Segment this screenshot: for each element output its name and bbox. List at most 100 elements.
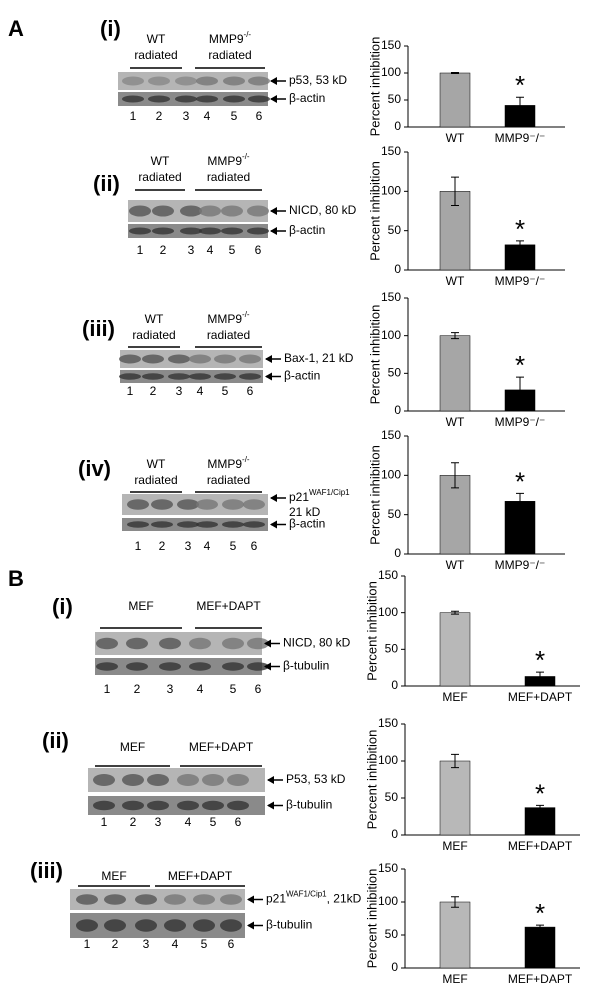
blot-band	[189, 354, 211, 364]
blot-band	[220, 894, 242, 905]
blot-band	[221, 227, 243, 235]
label-main: NICD, 80 kD	[283, 636, 351, 650]
y-tick-label: 100	[378, 894, 398, 908]
label-main: MMP9	[207, 457, 242, 471]
y-tick-label: 100	[381, 328, 401, 342]
arrow-head	[267, 776, 274, 784]
label: WT	[147, 32, 166, 46]
x-tick-label: MMP9⁻/⁻	[495, 274, 546, 288]
blot-band	[135, 919, 157, 932]
lane-number: 5	[222, 384, 229, 398]
x-tick-label: MMP9⁻/⁻	[495, 131, 546, 145]
blot-band	[202, 800, 224, 811]
label: WT	[151, 154, 170, 168]
blot-strip	[70, 913, 245, 938]
group-label: radiated	[134, 473, 177, 487]
lane-number: 3	[167, 682, 174, 696]
blot-band	[247, 662, 269, 671]
blot-band	[247, 637, 269, 650]
lane-number: 4	[185, 815, 192, 829]
y-tick-label: 150	[378, 861, 398, 875]
lane-number: 6	[251, 539, 258, 553]
y-tick-label: 0	[394, 403, 401, 417]
bar	[439, 901, 471, 969]
blot-band	[168, 373, 190, 380]
lane-number: 6	[235, 815, 242, 829]
label: WT	[147, 457, 166, 471]
error-bar	[451, 753, 459, 769]
blot-band	[247, 205, 269, 217]
blot-band	[247, 227, 269, 235]
blot-band	[177, 521, 199, 528]
arrow-head	[267, 801, 274, 810]
blot-band	[175, 76, 197, 86]
blot-strip	[88, 796, 265, 815]
label-sup: -/-	[242, 152, 250, 161]
x-tick-label: MEF+DAPT	[508, 972, 573, 986]
y-axis-label: Percent inhibition	[364, 869, 379, 969]
error-bar	[516, 492, 524, 510]
blot-band	[199, 205, 221, 217]
blot-band	[127, 499, 149, 510]
lane-number: 1	[137, 243, 144, 257]
blot-band	[193, 894, 215, 905]
lane-number: 6	[247, 384, 254, 398]
lane-number: 6	[228, 937, 235, 951]
blot-band	[127, 521, 149, 528]
label-sup: WAF1/Cip1	[309, 488, 350, 497]
y-tick-label: 100	[378, 605, 398, 619]
label: Bax-1, 21 kD	[284, 351, 354, 365]
label-main: WT	[147, 32, 166, 46]
y-tick-label: 150	[381, 38, 401, 52]
label-main: MEF	[128, 599, 153, 613]
blot-band	[151, 499, 173, 510]
blot-band	[227, 800, 249, 811]
arrow-head	[270, 95, 277, 103]
y-tick-label: 0	[391, 678, 398, 692]
label: MEF	[120, 740, 145, 754]
blot-band	[159, 662, 181, 671]
lane-number: 1	[101, 815, 108, 829]
label-main: MEF+DAPT	[168, 869, 233, 883]
blot-band	[196, 95, 218, 103]
label: MMP9-/-	[207, 310, 250, 326]
y-axis-label: Percent inhibition	[367, 37, 382, 137]
arrow-head	[270, 494, 277, 502]
blot-band	[152, 205, 174, 217]
lane-number: 2	[160, 243, 167, 257]
label: MMP9-/-	[209, 30, 252, 46]
y-tick-label: 0	[391, 960, 398, 974]
annotation: *	[535, 898, 545, 928]
error-bar	[536, 924, 544, 930]
blot-band	[193, 919, 215, 932]
error-bar	[536, 671, 544, 682]
y-tick-label: 50	[388, 366, 402, 380]
group-label: radiated	[207, 328, 250, 342]
blot-label: (iii)	[30, 858, 63, 883]
label: MEF+DAPT	[196, 599, 261, 613]
label: β-tubulin	[266, 918, 312, 932]
label-main: MEF+DAPT	[189, 740, 254, 754]
blot-band	[96, 637, 118, 650]
lane-number: 3	[143, 937, 150, 951]
y-tick-label: 0	[391, 827, 398, 841]
y-tick-label: 50	[388, 507, 402, 521]
lane-number: 3	[155, 815, 162, 829]
blot-band	[147, 800, 169, 811]
blot-band	[196, 521, 218, 528]
bar	[524, 807, 556, 836]
error-bar	[451, 462, 459, 489]
annotation: *	[515, 466, 525, 496]
blot-band	[126, 637, 148, 650]
label-main: MMP9	[207, 154, 242, 168]
blot-band	[189, 662, 211, 671]
label: p21WAF1/Cip1	[289, 488, 350, 504]
y-tick-label: 150	[381, 144, 401, 158]
blot-band	[119, 354, 141, 364]
annotation: *	[515, 350, 525, 380]
arrow-head	[265, 372, 272, 381]
label: NICD, 80 kD	[289, 203, 357, 217]
blot-band	[177, 499, 199, 510]
bar	[504, 501, 536, 555]
group-label: radiated	[207, 473, 250, 487]
